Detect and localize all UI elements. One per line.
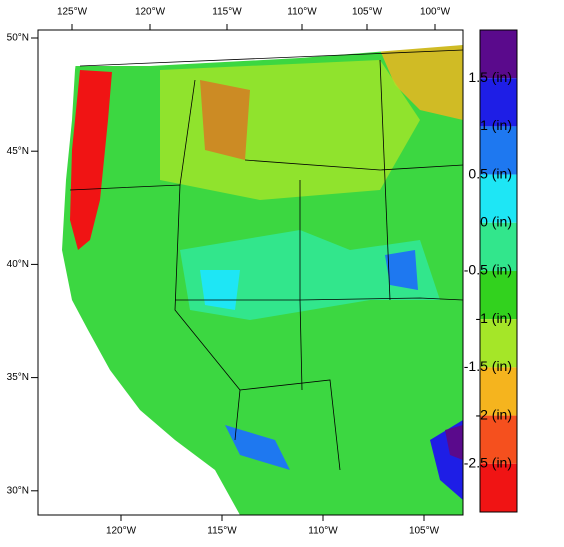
map-area — [38, 30, 463, 515]
bottom-tick-label: 105°W — [409, 526, 440, 537]
bottom-tick-label: 115°W — [207, 526, 237, 537]
top-tick-label: 110°W — [287, 7, 317, 18]
colorbar-swatch — [480, 319, 517, 368]
colorbar-frame — [479, 29, 518, 513]
colorbar-swatch — [480, 367, 517, 416]
top-tick-label: 115°W — [212, 7, 242, 18]
top-tick-label: 120°W — [135, 7, 166, 18]
wet-patch — [385, 250, 418, 290]
map-frame — [37, 29, 464, 516]
borders — [69, 49, 463, 471]
plains-deficit — [380, 45, 463, 120]
wet-patch — [225, 425, 290, 470]
colorbar-swatch — [480, 174, 517, 223]
colorbar-label: -1 (in) — [475, 310, 512, 326]
central-wet — [180, 230, 440, 320]
wet-patch — [445, 425, 463, 460]
colorbar-swatch — [480, 222, 517, 271]
idaho-dry — [200, 80, 250, 160]
left-tick-label: 40°N — [7, 259, 29, 270]
top-tick-label: 100°W — [420, 7, 451, 18]
left-tick-label: 35°N — [7, 372, 29, 383]
left-tick-label: 45°N — [7, 146, 29, 157]
colorbar: 1.5 (in) 1 (in) 0.5 (in) 0 (in) -0.5 (in) -1 … — [464, 29, 518, 513]
colorbar-swatch — [480, 78, 517, 127]
canada — [40, 30, 463, 66]
colorbar-label: 1.5 (in) — [468, 69, 512, 85]
bottom-tick-label: 120°W — [106, 526, 137, 537]
colorbar-swatch — [480, 463, 517, 512]
colorbar-label: -2 (in) — [475, 406, 512, 422]
colorbar-swatch — [480, 271, 517, 320]
colorbar-label: 0.5 (in) — [468, 165, 512, 181]
colorbar-label: -1.5 (in) — [464, 358, 512, 374]
coast-deficit — [70, 70, 112, 250]
colorbar-label: -0.5 (in) — [464, 262, 512, 278]
colorbar-swatch — [480, 415, 517, 464]
colorbar-swatch — [480, 126, 517, 175]
left-tick-label: 50°N — [7, 33, 29, 44]
wet-patch — [200, 270, 240, 310]
colorbar-label: 1 (in) — [480, 117, 512, 133]
colorbar-swatch — [480, 30, 517, 79]
ocean — [38, 30, 240, 515]
top-tick-label: 105°W — [352, 7, 383, 18]
colorbar-label: 0 (in) — [480, 214, 512, 230]
left-tick-label: 30°N — [7, 485, 29, 496]
top-tick-label: 125°W — [57, 7, 88, 18]
bottom-tick-label: 110°W — [308, 526, 338, 537]
colorbar-label: -2.5 (in) — [464, 455, 512, 471]
